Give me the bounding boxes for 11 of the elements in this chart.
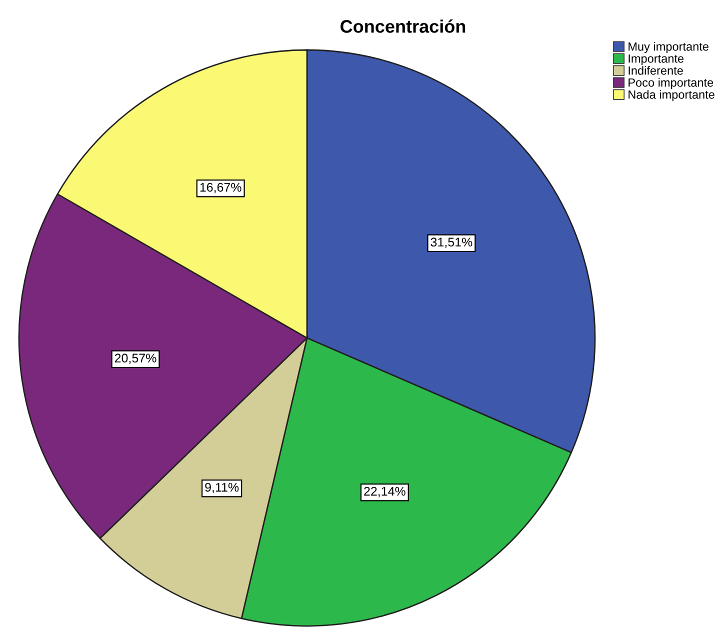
data-label: 31,51% bbox=[430, 238, 472, 248]
chart-title: Concentración bbox=[340, 19, 466, 33]
legend-label: Poco importante bbox=[628, 78, 714, 90]
data-label: 16,67% bbox=[200, 182, 242, 194]
legend-label: Muy importante bbox=[628, 42, 708, 54]
data-label: 20,57% bbox=[114, 354, 156, 364]
data-label: 22,14% bbox=[364, 486, 406, 498]
data-label: 9,11% bbox=[205, 482, 239, 494]
legend-label: Nada importante bbox=[628, 90, 714, 102]
legend-label: Importante bbox=[628, 54, 684, 66]
legend-label: Indiferente bbox=[628, 66, 683, 75]
